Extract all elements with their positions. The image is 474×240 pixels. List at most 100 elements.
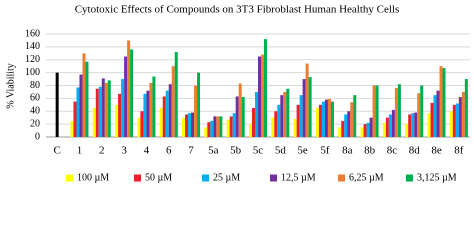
- bar: [433, 95, 437, 137]
- bar: [382, 122, 386, 137]
- bar: [318, 104, 322, 137]
- legend-label: 3,125 µM: [417, 172, 457, 183]
- bar: [293, 118, 297, 137]
- x-tick-label: 5b: [230, 145, 242, 157]
- bar: [360, 127, 364, 137]
- bar: [330, 101, 334, 137]
- bar: [405, 124, 409, 137]
- bar: [397, 84, 401, 137]
- bar: [143, 93, 147, 137]
- bar: [347, 111, 351, 137]
- bar: [124, 56, 128, 137]
- bar: [182, 117, 186, 137]
- x-tick-label: 5d: [275, 145, 287, 157]
- bar: [353, 95, 357, 137]
- legend-swatch: [270, 174, 277, 182]
- bar: [321, 101, 325, 137]
- bar: [274, 111, 278, 137]
- bar: [98, 86, 102, 137]
- bar: [366, 122, 370, 137]
- legend-label: 6,25 µM: [349, 172, 384, 183]
- x-tick-label: 8c: [387, 145, 398, 157]
- bar: [464, 79, 468, 137]
- bar: [439, 66, 443, 137]
- bar: [104, 82, 108, 137]
- legend-label: 12,5 µM: [281, 172, 316, 183]
- x-tick-label: 2: [99, 145, 105, 157]
- x-tick-label: 3: [121, 145, 127, 157]
- bar: [121, 79, 125, 137]
- bar: [95, 88, 99, 137]
- y-tick-label: 0: [35, 131, 40, 142]
- bar: [350, 102, 354, 137]
- bar: [417, 93, 421, 137]
- bar: [194, 85, 198, 137]
- legend-swatch: [202, 174, 209, 182]
- bar: [197, 72, 201, 137]
- bar: [249, 124, 252, 137]
- bar: [442, 68, 446, 137]
- bar: [252, 108, 255, 137]
- y-axis-label: % Viability: [5, 63, 16, 109]
- bar: [165, 90, 169, 137]
- bar: [324, 99, 328, 137]
- y-tick-label: 20: [30, 118, 40, 129]
- bar: [130, 49, 134, 138]
- bar: [411, 113, 415, 137]
- x-tick-label: C: [53, 145, 60, 157]
- y-tick-label: 100: [25, 67, 40, 78]
- bar: [375, 85, 379, 137]
- bar: [226, 119, 230, 137]
- bar: [391, 109, 395, 137]
- bar: [341, 120, 345, 137]
- legend-swatch: [66, 174, 73, 182]
- x-tick-label: 1: [77, 145, 83, 157]
- bar: [207, 122, 211, 137]
- bar: [296, 104, 300, 137]
- x-tick-label: 6: [166, 145, 172, 157]
- bar: [107, 80, 111, 137]
- x-tick-label: 5f: [320, 145, 330, 157]
- y-tick-label: 40: [30, 106, 40, 117]
- bar: [174, 52, 178, 137]
- bar: [338, 127, 342, 137]
- bar: [238, 83, 242, 137]
- bar: [394, 88, 398, 137]
- bar: [159, 108, 163, 137]
- bar: [372, 85, 376, 137]
- legend-label: 25 µM: [213, 172, 240, 183]
- bar: [219, 116, 223, 137]
- bar: [168, 84, 172, 137]
- bar: [232, 113, 236, 137]
- bar: [264, 39, 267, 137]
- bar: [327, 99, 331, 137]
- legend-swatch: [406, 174, 413, 182]
- bar: [436, 90, 440, 137]
- legend-label: 50 µM: [145, 172, 172, 183]
- bar: [299, 95, 303, 137]
- bar: [127, 40, 131, 137]
- bar: [277, 104, 281, 137]
- bar: [191, 112, 195, 137]
- x-tick-label: 8b: [364, 145, 376, 157]
- bar: [458, 97, 462, 137]
- x-tick-label: 8f: [454, 145, 464, 157]
- bar: [283, 91, 287, 137]
- bar: [315, 108, 319, 137]
- x-tick-label: 7: [188, 145, 194, 157]
- x-tick-label: 4: [144, 145, 150, 157]
- bar: [430, 102, 434, 137]
- bar: [308, 77, 312, 137]
- x-tick-label: 5e: [297, 145, 308, 157]
- legend-swatch: [134, 174, 141, 182]
- bar: [258, 56, 261, 137]
- bar: [140, 111, 144, 137]
- bar: [115, 104, 119, 137]
- bar: [305, 63, 309, 137]
- bar: [414, 112, 418, 137]
- legend-swatch: [338, 174, 345, 182]
- bar: [204, 127, 208, 137]
- bar: [229, 116, 233, 137]
- bar: [137, 117, 141, 137]
- bar: [82, 53, 86, 137]
